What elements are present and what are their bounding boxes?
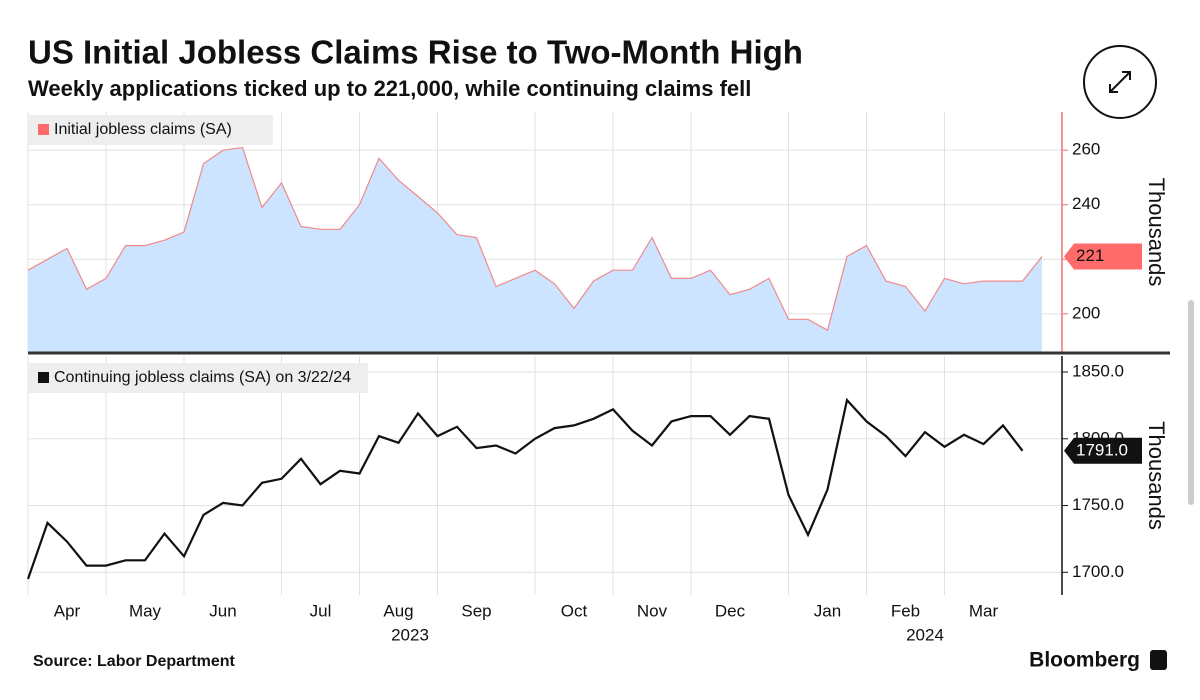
legend-label: Initial jobless claims (SA) (54, 121, 232, 138)
y-tick-label: 1700.0 (1072, 562, 1124, 581)
year-label: 2023 (391, 625, 429, 644)
area (28, 147, 1042, 352)
expand-button[interactable] (1083, 45, 1157, 119)
x-tick-label: Mar (969, 601, 999, 620)
line (26, 397, 1024, 580)
chart-title: US Initial Jobless Claims Rise to Two-Mo… (28, 34, 803, 71)
brand: Bloomberg (1029, 649, 1140, 672)
y-tick-label: 1750.0 (1072, 495, 1124, 514)
legend-swatch (38, 372, 49, 383)
brand-icon (1150, 650, 1167, 670)
y-tick-label: 200 (1072, 303, 1100, 322)
y-tick-label: 1850.0 (1072, 362, 1124, 381)
legend-box (28, 363, 368, 393)
x-tick-label: Jan (814, 601, 841, 620)
line (27, 146, 1043, 332)
y-tick-label: 240 (1072, 194, 1100, 213)
x-tick-label: May (129, 601, 162, 620)
scrollbar (1188, 300, 1194, 505)
y-tick-label: 260 (1072, 140, 1100, 159)
value-label: 1791.0 (1076, 440, 1128, 459)
y-axis-label: Thousands (1144, 178, 1169, 287)
value-label-box (1064, 243, 1142, 270)
x-tick-label: Sep (461, 601, 491, 620)
x-tick-label: Nov (637, 601, 668, 620)
source: Source: Labor Department (33, 653, 235, 670)
x-tick-label: Dec (715, 601, 746, 620)
legend-swatch (38, 124, 49, 135)
x-tick-label: Apr (54, 601, 81, 620)
x-tick-label: Jul (310, 601, 332, 620)
x-tick-label: Oct (561, 601, 588, 620)
value-label-box (1064, 437, 1142, 464)
chart-subtitle: Weekly applications ticked up to 221,000… (28, 76, 751, 101)
x-tick-label: Aug (383, 601, 413, 620)
x-tick-label: Feb (891, 601, 920, 620)
y-axis-label: Thousands (1144, 421, 1169, 530)
value-label: 221 (1076, 246, 1104, 265)
year-label: 2024 (906, 625, 944, 644)
x-tick-label: Jun (209, 601, 236, 620)
legend-label: Continuing jobless claims (SA) on 3/22/2… (54, 369, 351, 386)
legend-box (28, 115, 273, 145)
